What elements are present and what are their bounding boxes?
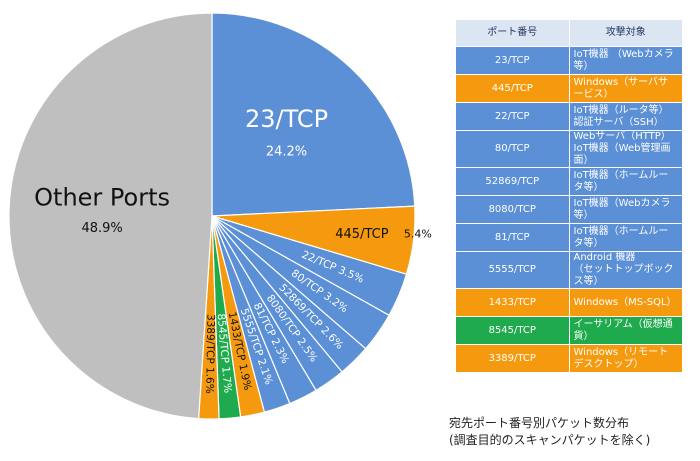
pie-slice bbox=[8, 12, 213, 420]
table-row: 8545/TCP イーサリアム（仮想通貨） bbox=[455, 316, 683, 345]
row-port: 8545/TCP bbox=[455, 316, 570, 345]
row-port: 22/TCP bbox=[455, 102, 570, 131]
slice-label: 23/TCP bbox=[245, 105, 328, 133]
row-target: Android 機器 （セットトップボックス等） bbox=[568, 251, 683, 289]
table-row: 5555/TCP Android 機器 （セットトップボックス等） bbox=[455, 251, 683, 289]
header-port: ポート番号 bbox=[455, 19, 570, 47]
row-port: 8080/TCP bbox=[455, 195, 570, 224]
chart-caption: 宛先ポート番号別パケット数分布 (調査目的のスキャンパケットを除く) bbox=[449, 415, 650, 449]
pie-slice bbox=[211, 12, 416, 217]
table-row: 80/TCP Webサーバ（HTTP） IoT機器（Web管理画面） bbox=[455, 130, 683, 168]
row-target: Windows（リモートデスクトップ） bbox=[568, 344, 683, 373]
row-target: IoT機器（ルータ等） 認証サーバ（SSH） bbox=[568, 102, 683, 131]
table-row: 81/TCP IoT機器（ホームルータ等） bbox=[455, 223, 683, 252]
table-header-row: ポート番号 攻撃対象 bbox=[455, 19, 683, 47]
row-target: イーサリアム（仮想通貨） bbox=[568, 316, 683, 345]
table-row: 23/TCP IoT機器 （Webカメラ等） bbox=[455, 46, 683, 75]
table-row: 1433/TCP Windows（MS-SQL） bbox=[455, 288, 683, 317]
row-port: 5555/TCP bbox=[455, 251, 570, 289]
caption-line-2: (調査目的のスキャンパケットを除く) bbox=[449, 433, 651, 447]
row-port: 445/TCP bbox=[455, 74, 570, 103]
slice-label: 445/TCP bbox=[335, 227, 388, 242]
row-port: 23/TCP bbox=[455, 46, 570, 75]
table-row: 22/TCP IoT機器（ルータ等） 認証サーバ（SSH） bbox=[455, 102, 683, 131]
table-row: 3389/TCP Windows（リモートデスクトップ） bbox=[455, 344, 683, 373]
table-row: 52869/TCP IoT機器（ホームルータ等） bbox=[455, 167, 683, 196]
row-target: IoT機器（Webカメラ等） bbox=[568, 195, 683, 224]
row-target: IoT機器 （Webカメラ等） bbox=[568, 46, 683, 75]
slice-percent: 5.4% bbox=[404, 228, 432, 241]
row-target: Webサーバ（HTTP） IoT機器（Web管理画面） bbox=[568, 130, 683, 168]
table-row: 8080/TCP IoT機器（Webカメラ等） bbox=[455, 195, 683, 224]
row-port: 1433/TCP bbox=[455, 288, 570, 317]
row-target: IoT機器（ホームルータ等） bbox=[568, 167, 683, 196]
row-port: 3389/TCP bbox=[455, 344, 570, 373]
row-target: Windows（MS-SQL） bbox=[568, 288, 683, 317]
port-target-table: ポート番号 攻撃対象 23/TCP IoT機器 （Webカメラ等） 445/TCP W… bbox=[455, 19, 683, 373]
row-target: IoT機器（ホームルータ等） bbox=[568, 223, 683, 252]
row-port: 80/TCP bbox=[455, 130, 570, 168]
slice-percent: 24.2% bbox=[266, 144, 307, 159]
header-target: 攻撃対象 bbox=[568, 19, 683, 47]
slice-percent: 48.9% bbox=[81, 221, 122, 236]
row-target: Windows（サーバサービス） bbox=[568, 74, 683, 103]
caption-line-1: 宛先ポート番号別パケット数分布 bbox=[449, 416, 630, 430]
row-port: 81/TCP bbox=[455, 223, 570, 252]
row-port: 52869/TCP bbox=[455, 167, 570, 196]
slice-label: Other Ports bbox=[34, 183, 170, 211]
slice-label: 3389/TCP 1.6% bbox=[203, 314, 216, 394]
table-row: 445/TCP Windows（サーバサービス） bbox=[455, 74, 683, 103]
